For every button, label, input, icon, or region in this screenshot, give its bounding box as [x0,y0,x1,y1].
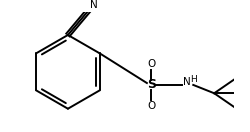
Text: S: S [147,78,156,91]
Text: H: H [190,75,197,84]
Text: O: O [147,59,155,69]
Text: O: O [147,101,155,111]
Text: N: N [183,77,191,87]
Text: N: N [90,0,97,10]
